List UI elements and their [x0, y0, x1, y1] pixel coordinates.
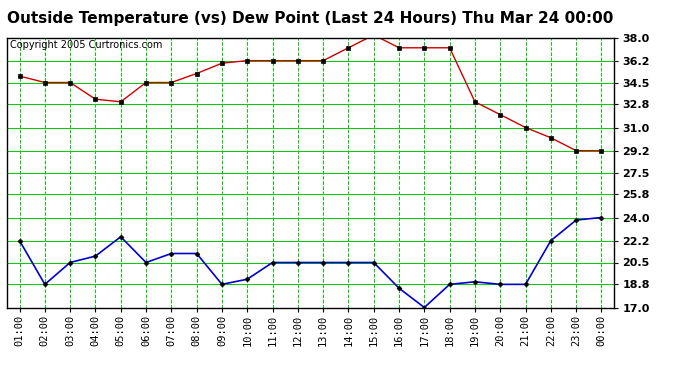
- Text: Outside Temperature (vs) Dew Point (Last 24 Hours) Thu Mar 24 00:00: Outside Temperature (vs) Dew Point (Last…: [8, 11, 613, 26]
- Text: Copyright 2005 Curtronics.com: Copyright 2005 Curtronics.com: [10, 40, 162, 50]
